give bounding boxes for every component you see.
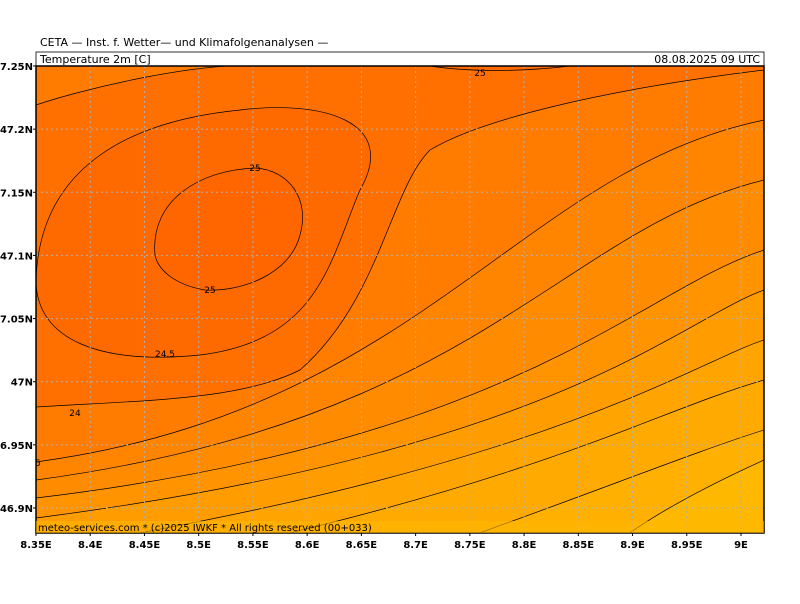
contour-label: 25 — [204, 286, 215, 296]
x-axis-label: 8.8E — [512, 540, 537, 551]
x-axis-label: 8.6E — [295, 540, 320, 551]
y-axis-label: 7.15N — [0, 188, 33, 199]
y-axis-label: 47.2N — [0, 125, 33, 136]
contour-label: 25 — [474, 69, 485, 79]
x-axis-label: 9E — [734, 540, 748, 551]
contour-label: 24.5 — [155, 350, 175, 360]
x-axis-label: 8.35E — [20, 540, 52, 551]
contour-label: 25 — [249, 164, 260, 174]
temperature-field — [36, 66, 764, 533]
y-axis-label: 7.05N — [0, 315, 33, 326]
y-axis-label: 6.95N — [0, 441, 33, 452]
x-axis-label: 8.5E — [186, 540, 211, 551]
x-axis-label: 8.65E — [346, 540, 378, 551]
x-axis-label: 8.45E — [129, 540, 161, 551]
header-time: 08.08.2025 09 UTC — [654, 53, 760, 66]
y-axis-label: 47.1N — [0, 251, 33, 262]
x-axis-label: 8.55E — [237, 540, 269, 551]
header-institute: CETA — Inst. f. Wetter— und Klimafolgena… — [40, 36, 328, 49]
y-axis-label: 47N — [11, 378, 33, 389]
header-variable: Temperature 2m [C] — [39, 53, 151, 66]
y-axis-label: 46.9N — [0, 504, 33, 515]
footer-credit: meteo-services.com * (c)2025 IWKF * All … — [38, 523, 372, 534]
x-axis-label: 8.85E — [563, 540, 595, 551]
x-axis-label: 8.7E — [403, 540, 428, 551]
grid — [36, 66, 764, 533]
x-axis-label: 8.9E — [620, 540, 645, 551]
y-axis-label: 7.25N — [0, 62, 33, 73]
x-axis-label: 8.75E — [454, 540, 486, 551]
x-axis-label: 8.4E — [78, 540, 103, 551]
contour-label: 5 — [35, 459, 41, 469]
contour-label: 24 — [69, 409, 81, 419]
x-axis-label: 8.95E — [671, 540, 703, 551]
footer-strip — [36, 521, 764, 533]
